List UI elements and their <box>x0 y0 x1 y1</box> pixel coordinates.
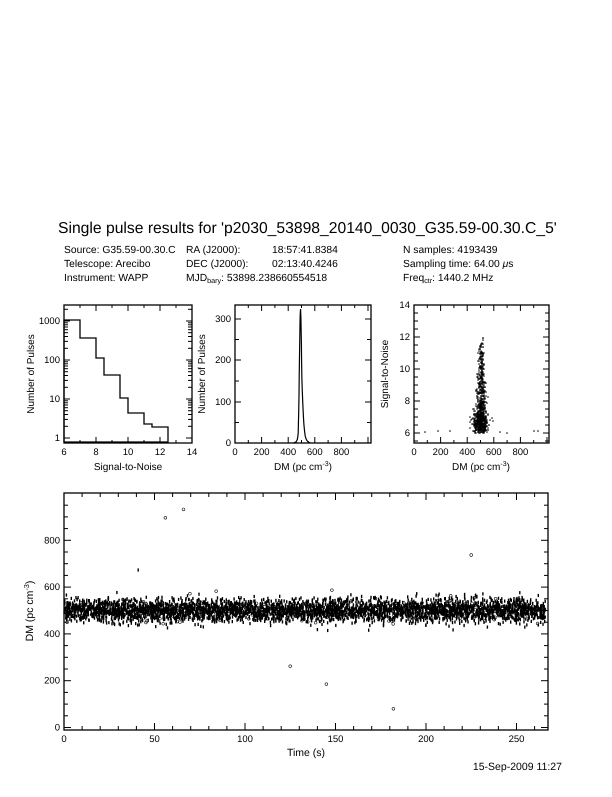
svg-text:100: 100 <box>44 355 60 366</box>
svg-text:100: 100 <box>237 734 253 745</box>
svg-text:Signal-to-Noise: Signal-to-Noise <box>380 339 391 408</box>
svg-text:DM (pc cm-3): DM (pc cm-3) <box>452 461 510 473</box>
svg-text:Telescope: Arecibo: Telescope: Arecibo <box>64 259 151 270</box>
svg-text:6: 6 <box>405 428 410 439</box>
svg-text:50: 50 <box>149 734 160 745</box>
svg-text:0: 0 <box>226 438 231 449</box>
svg-text:10: 10 <box>49 394 60 405</box>
svg-text:Single pulse results for 'p203: Single pulse results for 'p2030_53898_20… <box>58 220 557 237</box>
svg-text:Number of Pulses: Number of Pulses <box>197 334 208 413</box>
svg-text:Freqctr: 1440.2 MHz: Freqctr: 1440.2 MHz <box>403 273 493 285</box>
svg-text:250: 250 <box>509 734 525 745</box>
svg-text:200: 200 <box>254 447 270 458</box>
svg-text:0: 0 <box>232 447 237 458</box>
svg-text:0: 0 <box>411 447 416 458</box>
svg-text:18:57:41.8384: 18:57:41.8384 <box>272 245 338 256</box>
svg-text:02:13:40.4246: 02:13:40.4246 <box>272 259 338 270</box>
svg-text:Source: G35.59-00.30.C: Source: G35.59-00.30.C <box>64 245 176 256</box>
svg-text:200: 200 <box>433 447 449 458</box>
svg-text:600: 600 <box>44 582 60 593</box>
svg-text:600: 600 <box>486 447 502 458</box>
svg-text:14: 14 <box>187 447 198 458</box>
svg-text:200: 200 <box>215 355 231 366</box>
svg-text:1: 1 <box>55 433 60 444</box>
svg-text:Time (s): Time (s) <box>287 747 325 759</box>
svg-text:14: 14 <box>399 300 410 311</box>
svg-text:6: 6 <box>61 447 66 458</box>
svg-text:12: 12 <box>399 332 410 343</box>
svg-text:15-Sep-2009 11:27: 15-Sep-2009 11:27 <box>473 761 562 773</box>
svg-text:400: 400 <box>459 447 475 458</box>
svg-text:Sampling time: 64.00 μs: Sampling time: 64.00 μs <box>403 259 513 270</box>
svg-text:RA (J2000):: RA (J2000): <box>186 245 240 256</box>
svg-text:MJDbary: 53898.238660554518: MJDbary: 53898.238660554518 <box>186 273 327 285</box>
svg-text:800: 800 <box>44 535 60 546</box>
svg-text:N samples: 4193439: N samples: 4193439 <box>403 245 498 256</box>
svg-text:Number of Pulses: Number of Pulses <box>26 334 37 413</box>
svg-text:DM (pc cm-3): DM (pc cm-3) <box>274 461 332 473</box>
svg-text:100: 100 <box>215 397 231 408</box>
svg-text:1000: 1000 <box>39 316 60 327</box>
svg-text:400: 400 <box>280 447 296 458</box>
svg-text:0: 0 <box>55 723 60 734</box>
svg-text:DM (pc cm-3): DM (pc cm-3) <box>22 581 36 642</box>
svg-text:Instrument: WAPP: Instrument: WAPP <box>64 273 148 284</box>
svg-text:0: 0 <box>61 734 66 745</box>
svg-text:10: 10 <box>123 447 134 458</box>
svg-text:10: 10 <box>399 364 410 375</box>
svg-text:200: 200 <box>418 734 434 745</box>
svg-text:800: 800 <box>333 447 349 458</box>
svg-text:800: 800 <box>512 447 528 458</box>
svg-text:150: 150 <box>328 734 344 745</box>
svg-text:DEC (J2000):: DEC (J2000): <box>186 259 248 270</box>
svg-text:400: 400 <box>44 629 60 640</box>
svg-text:200: 200 <box>44 676 60 687</box>
svg-text:300: 300 <box>215 314 231 325</box>
svg-text:Signal-to-Noise: Signal-to-Noise <box>94 462 163 473</box>
svg-text:12: 12 <box>155 447 166 458</box>
svg-text:600: 600 <box>307 447 323 458</box>
svg-text:8: 8 <box>93 447 98 458</box>
svg-text:8: 8 <box>405 396 410 407</box>
